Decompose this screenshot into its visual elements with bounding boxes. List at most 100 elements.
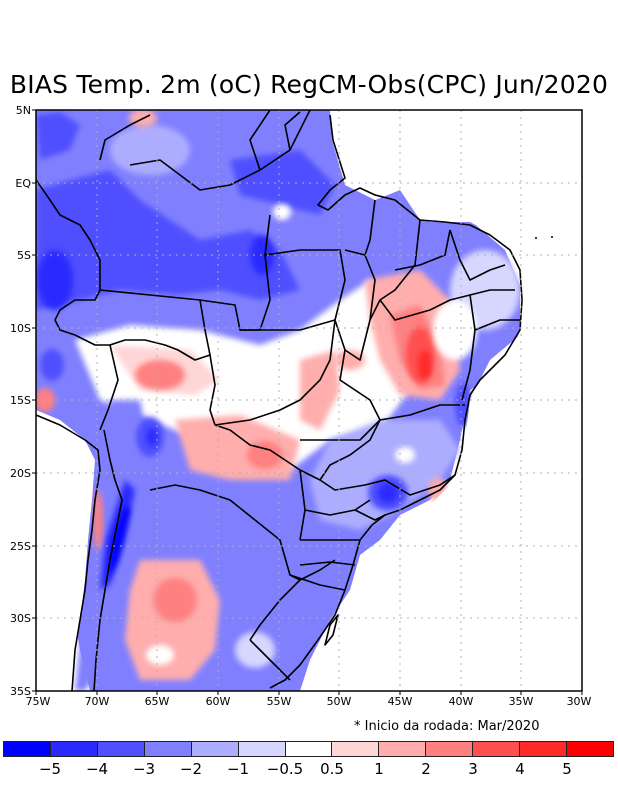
colorbar-label: 0.5 bbox=[320, 760, 344, 778]
border-guyana bbox=[249, 110, 271, 171]
lat-label: 30S bbox=[10, 612, 31, 625]
lon-label: 45W bbox=[388, 695, 413, 708]
political-borders bbox=[36, 110, 523, 691]
lat-label: 5S bbox=[17, 249, 31, 262]
lat-label: 15S bbox=[10, 394, 31, 407]
field-peru-red bbox=[36, 388, 55, 412]
colorbar-label: −4 bbox=[85, 760, 109, 778]
coastline-pacific bbox=[36, 414, 101, 691]
field-goias-pink bbox=[300, 350, 340, 430]
colorbar-label: 4 bbox=[515, 760, 525, 778]
bias-map: 5N EQ 5S 10S 15S 20S 25S 30S 35S 75W 70W… bbox=[10, 104, 592, 708]
lat-label: 5N bbox=[16, 104, 31, 117]
lon-label: 30W bbox=[567, 695, 592, 708]
colorbar-label: −1 bbox=[226, 760, 250, 778]
field-andes-core bbox=[108, 505, 130, 580]
colorbar-label: −3 bbox=[132, 760, 156, 778]
state-goias bbox=[300, 319, 381, 441]
field-argentina-red bbox=[153, 578, 197, 622]
grid-lines bbox=[36, 110, 582, 691]
state-bahia bbox=[379, 294, 476, 421]
border-peru-bolivia bbox=[99, 344, 119, 431]
lat-label: EQ bbox=[15, 177, 31, 190]
colorbar-swatch bbox=[285, 742, 333, 756]
colorbar-swatch bbox=[379, 742, 427, 756]
field-chile-red bbox=[93, 490, 103, 550]
islands bbox=[535, 236, 553, 239]
colorbar-swatch bbox=[473, 742, 521, 756]
colorbar bbox=[3, 741, 614, 757]
lat-label: 20S bbox=[10, 467, 31, 480]
lon-label: 65W bbox=[145, 695, 170, 708]
state-maranhao bbox=[364, 199, 451, 271]
field-central-red bbox=[135, 360, 185, 390]
colorbar-label: 1 bbox=[374, 760, 384, 778]
state-ms bbox=[299, 469, 371, 516]
colorbar-swatch bbox=[567, 742, 613, 756]
field-sp-core bbox=[378, 483, 398, 503]
atlantic-ocean bbox=[300, 110, 582, 691]
field-southeast-light bbox=[310, 420, 460, 530]
colorbar-swatch bbox=[97, 742, 145, 756]
colorbar-swatch bbox=[520, 742, 568, 756]
lat-label: 35S bbox=[10, 685, 31, 698]
border-bolivia-south bbox=[149, 484, 256, 521]
colorbar-swatch bbox=[50, 742, 98, 756]
border-colombia-venezuela bbox=[99, 114, 151, 161]
border-argentina-brazil bbox=[249, 579, 301, 641]
border-venezuela-brazil bbox=[129, 110, 311, 191]
field-mg-white bbox=[395, 447, 415, 463]
lat-labels: 5N EQ 5S 10S 15S 20S 25S 30S 35S bbox=[10, 104, 31, 698]
run-start-note: * Inicio da rodada: Mar/2020 bbox=[354, 719, 540, 734]
colorbar-swatch bbox=[238, 742, 286, 756]
colorbar-label: −5 bbox=[38, 760, 62, 778]
field-uruguay-light bbox=[235, 632, 275, 668]
field-nordeste-white bbox=[433, 300, 477, 360]
colorbar-swatch bbox=[426, 742, 474, 756]
chart-title: BIAS Temp. 2m (oC) RegCM-Obs(CPC) Jun/20… bbox=[9, 70, 609, 99]
colorbar-label: 3 bbox=[468, 760, 478, 778]
pacific-ocean bbox=[36, 410, 95, 691]
lon-label: 35W bbox=[509, 695, 534, 708]
colorbar-swatch bbox=[191, 742, 239, 756]
state-para bbox=[264, 249, 346, 321]
field-white-spot bbox=[273, 204, 291, 220]
lon-label: 70W bbox=[85, 695, 110, 708]
field-light-north bbox=[110, 125, 190, 175]
lon-label: 75W bbox=[26, 695, 51, 708]
state-ceara bbox=[449, 229, 520, 331]
lon-label: 55W bbox=[267, 695, 292, 708]
tick-marks bbox=[32, 109, 583, 695]
field-peru-blue bbox=[40, 349, 64, 381]
border-suriname bbox=[284, 111, 301, 151]
colorbar-label: 2 bbox=[421, 760, 431, 778]
border-uruguay bbox=[249, 639, 291, 681]
lon-label: 40W bbox=[449, 695, 474, 708]
lon-label: 50W bbox=[327, 695, 352, 708]
lon-labels: 75W 70W 65W 60W 55W 50W 45W 40W 35W 30W bbox=[26, 695, 592, 708]
state-minas bbox=[319, 419, 456, 496]
field-amazon-strong bbox=[36, 170, 300, 310]
colorbar-swatch bbox=[4, 742, 51, 756]
state-mato-grosso bbox=[199, 299, 336, 426]
lagoa-dos-patos bbox=[324, 614, 339, 646]
state-sc bbox=[299, 561, 356, 566]
state-sp bbox=[354, 509, 386, 521]
border-brazil-west bbox=[36, 179, 216, 426]
border-bolivia-east bbox=[214, 424, 306, 541]
field-bahia-peak bbox=[418, 350, 432, 380]
state-rs bbox=[289, 574, 346, 591]
field-nw-strong bbox=[36, 112, 80, 160]
field-mg-red bbox=[247, 441, 283, 469]
colorbar-label: 5 bbox=[562, 760, 572, 778]
state-tocantins bbox=[344, 249, 376, 361]
colorbar-label: −0.5 bbox=[266, 760, 304, 778]
lat-label: 10S bbox=[10, 322, 31, 335]
field-argentina-white bbox=[146, 645, 174, 665]
colorbar-swatch bbox=[144, 742, 192, 756]
lon-label: 60W bbox=[206, 695, 231, 708]
colorbar-label: −2 bbox=[179, 760, 203, 778]
state-piaui bbox=[369, 219, 421, 321]
border-andes bbox=[93, 429, 123, 691]
field-bolivia-core bbox=[146, 428, 158, 446]
